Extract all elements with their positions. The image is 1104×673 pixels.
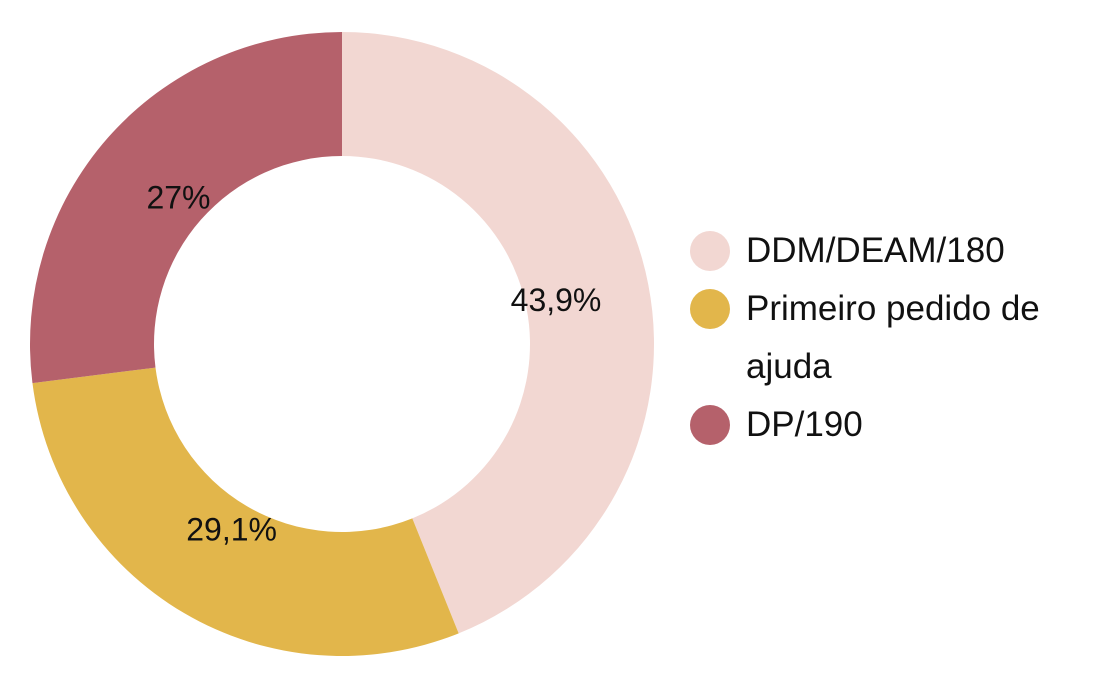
legend: DDM/DEAM/180 Primeiro pedido de ajuda DP/1… [690, 222, 1050, 454]
chart: 43,9% 29,1% 27% [29, 32, 655, 657]
legend-swatch [690, 231, 730, 271]
legend-label: Primeiro pedido de ajuda [746, 289, 1040, 386]
legend-item: DDM/DEAM/180 [690, 222, 1050, 280]
legend-item: Primeiro pedido de ajuda [690, 280, 1050, 396]
data-label: 27% [146, 179, 210, 215]
legend-swatch [690, 405, 730, 445]
donut-slice [342, 32, 655, 634]
donut-slice [29, 32, 342, 384]
legend-label: DDM/DEAM/180 [746, 231, 1005, 270]
legend-label: DP/190 [746, 405, 863, 444]
legend-swatch [690, 289, 730, 329]
donut-slice [32, 367, 459, 657]
data-label: 43,9% [511, 282, 602, 318]
data-label: 29,1% [186, 511, 277, 547]
legend-item: DP/190 [690, 396, 1050, 454]
